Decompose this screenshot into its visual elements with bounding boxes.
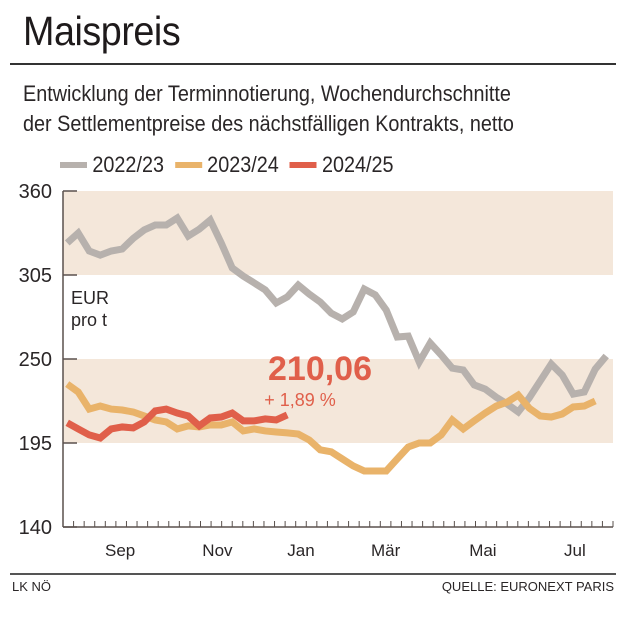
chart-subtitle: Entwicklung der Terminnotierung, Wochend… <box>23 79 514 139</box>
legend-label: 2023/24 <box>207 152 279 177</box>
legend: 2022/23 2023/24 2024/25 <box>60 152 404 178</box>
x-tick-label: Mär <box>371 541 401 560</box>
x-tick-label: Jul <box>564 541 586 560</box>
legend-swatch-orange <box>174 162 202 168</box>
subtitle-line-2: der Settlementpreise des nächstfälligen … <box>23 111 514 136</box>
legend-swatch-red <box>289 162 317 168</box>
legend-swatch-gray <box>60 162 87 168</box>
x-tick-label: Jan <box>287 541 314 560</box>
footer-source: QUELLE: EURONEXT PARIS <box>441 579 614 594</box>
y-tick-label: 305 <box>19 265 52 287</box>
legend-item-2023-24: 2023/24 <box>174 152 279 178</box>
annotation-change: + 1,89 % <box>264 390 336 410</box>
x-tick-label: Nov <box>202 541 233 560</box>
unit-line-1: EUR <box>71 288 109 308</box>
legend-item-2024-25: 2024/25 <box>289 152 394 178</box>
shaded-band <box>63 191 613 275</box>
series-line-2023-24 <box>65 381 597 475</box>
title-divider <box>10 63 616 65</box>
series-line-2022-23 <box>64 213 609 417</box>
y-tick-label: 140 <box>19 517 52 539</box>
unit-line-2: pro t <box>71 310 107 330</box>
subtitle-line-1: Entwicklung der Terminnotierung, Wochend… <box>23 81 511 106</box>
legend-label: 2024/25 <box>321 152 394 177</box>
y-axis-unit-line-1: EUR pro t <box>71 288 109 330</box>
y-tick-label: 250 <box>19 349 52 371</box>
chart-title: Maispreis <box>23 8 181 54</box>
x-tick-label: Sep <box>105 541 135 560</box>
annotation-value: 210,06 <box>268 350 372 388</box>
x-tick-label: Mai <box>469 541 496 560</box>
footer-credit: LK NÖ <box>12 579 52 594</box>
footer-divider <box>10 573 616 575</box>
legend-label: 2022/23 <box>92 152 164 177</box>
y-tick-label: 360 <box>19 181 52 203</box>
y-tick-label: 195 <box>19 433 52 455</box>
legend-item-2022-23: 2022/23 <box>60 152 164 178</box>
series-line-2024-25 <box>65 405 289 442</box>
